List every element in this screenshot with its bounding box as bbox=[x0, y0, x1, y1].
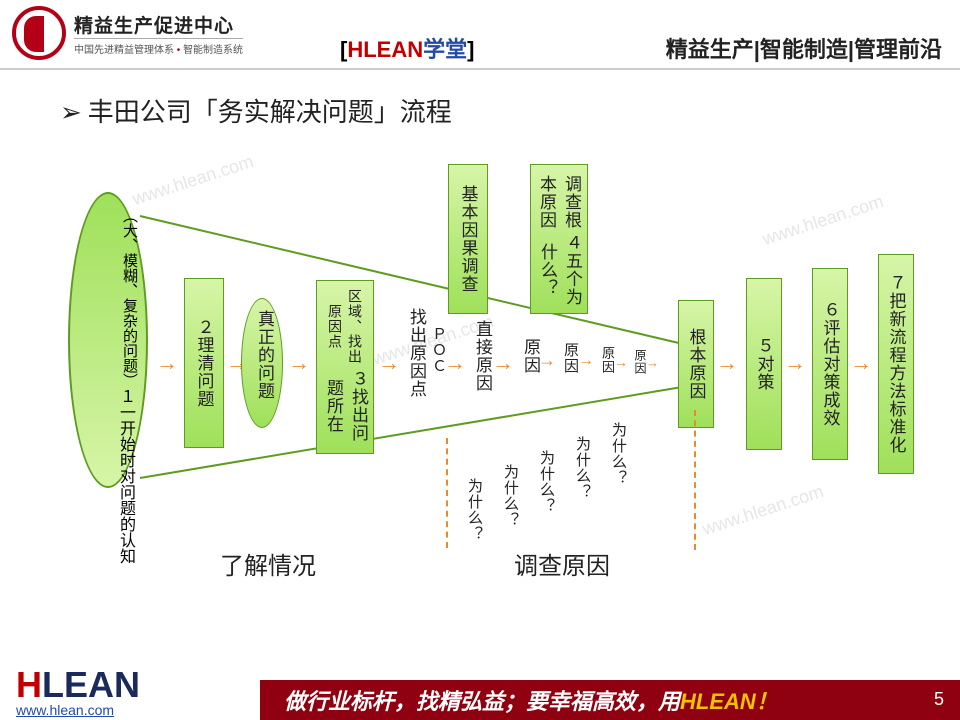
logo-subtitle: 中国先进精益管理体系 • 智能制造系统 bbox=[74, 38, 243, 56]
footer-logo: HLEAN www.hlean.com bbox=[16, 664, 140, 718]
step-6-box: ６评估对策成效 bbox=[812, 268, 848, 460]
top-box-5why: 调查根本原因 ４五个为什么？ bbox=[530, 164, 588, 314]
header-logo: 精益生产促进中心 中国先进精益管理体系 • 智能制造系统 bbox=[12, 6, 243, 60]
arrow-icon: → bbox=[716, 350, 738, 376]
footer-slogan: 做行业标杆，找精弘益；要幸福高效，用HLEAN！ bbox=[284, 684, 778, 716]
step-5-box: ５对策 bbox=[746, 278, 782, 450]
header-right: 精益生产|智能制造|管理前沿 bbox=[666, 32, 942, 64]
arrow-icon: → bbox=[156, 350, 178, 376]
logo-mark-icon bbox=[12, 6, 66, 60]
arrow-icon: → bbox=[378, 350, 400, 376]
logo-text: 精益生产促进中心 中国先进精益管理体系 • 智能制造系统 bbox=[74, 11, 243, 56]
why-label: 为什么？ bbox=[464, 478, 485, 542]
arrow-icon: → bbox=[538, 350, 556, 371]
top-box-basic-cause: 基本因果调查 bbox=[448, 164, 488, 314]
arrow-icon: → bbox=[614, 354, 628, 370]
footer-logo-text: HLEAN bbox=[16, 664, 140, 706]
why-label: 为什么？ bbox=[608, 422, 629, 486]
root-cause-box: 根本原因 bbox=[678, 300, 714, 428]
why-label: 为什么？ bbox=[572, 436, 593, 500]
page-number: 5 bbox=[934, 689, 944, 710]
arrow-icon: → bbox=[492, 350, 514, 376]
step-3-box: 区域︑找出原因点 ３找出问题所在 bbox=[316, 280, 374, 454]
phase-2-label: 调查原因 bbox=[514, 546, 610, 581]
footer: HLEAN www.hlean.com 做行业标杆，找精弘益；要幸福高效，用HL… bbox=[0, 662, 960, 720]
dashed-guide bbox=[694, 410, 696, 550]
arrow-icon: → bbox=[646, 355, 659, 370]
title-text: 丰田公司「务实解决问题」流程 bbox=[88, 97, 452, 127]
arrow-icon: → bbox=[288, 350, 310, 376]
step-7-box: ７把新流程方法标准化 bbox=[878, 254, 914, 474]
why-label: 为什么？ bbox=[536, 450, 557, 514]
phase-1-label: 了解情况 bbox=[220, 546, 316, 581]
chevron-right-icon: ➢ bbox=[60, 97, 82, 127]
real-problem-text: 真正的问题 bbox=[252, 310, 277, 400]
arrow-icon: → bbox=[444, 350, 466, 376]
step-2-box: ２理清问题 bbox=[184, 278, 224, 448]
process-diagram: （大、模糊、复杂的问题） １一开始时对问题的认知 → ２理清问题 → 真正的问题… bbox=[0, 150, 960, 580]
dashed-guide bbox=[446, 438, 448, 548]
arrow-icon: → bbox=[850, 350, 872, 376]
why-label: 为什么？ bbox=[500, 464, 521, 528]
header: 精益生产促进中心 中国先进精益管理体系 • 智能制造系统 [HLEAN学堂] 精… bbox=[0, 0, 960, 70]
step-1-text: （大、模糊、复杂的问题） １一开始时对问题的认知 bbox=[78, 208, 138, 564]
header-center: [HLEAN学堂] bbox=[340, 32, 474, 64]
logo-title: 精益生产促进中心 bbox=[74, 11, 243, 38]
slide-title: ➢丰田公司「务实解决问题」流程 bbox=[60, 92, 452, 129]
arrow-icon: → bbox=[578, 352, 594, 370]
arrow-icon: → bbox=[784, 350, 806, 376]
footer-bar: 做行业标杆，找精弘益；要幸福高效，用HLEAN！ 5 bbox=[260, 680, 960, 720]
cone-label-1: 找出原因点 bbox=[404, 308, 429, 398]
